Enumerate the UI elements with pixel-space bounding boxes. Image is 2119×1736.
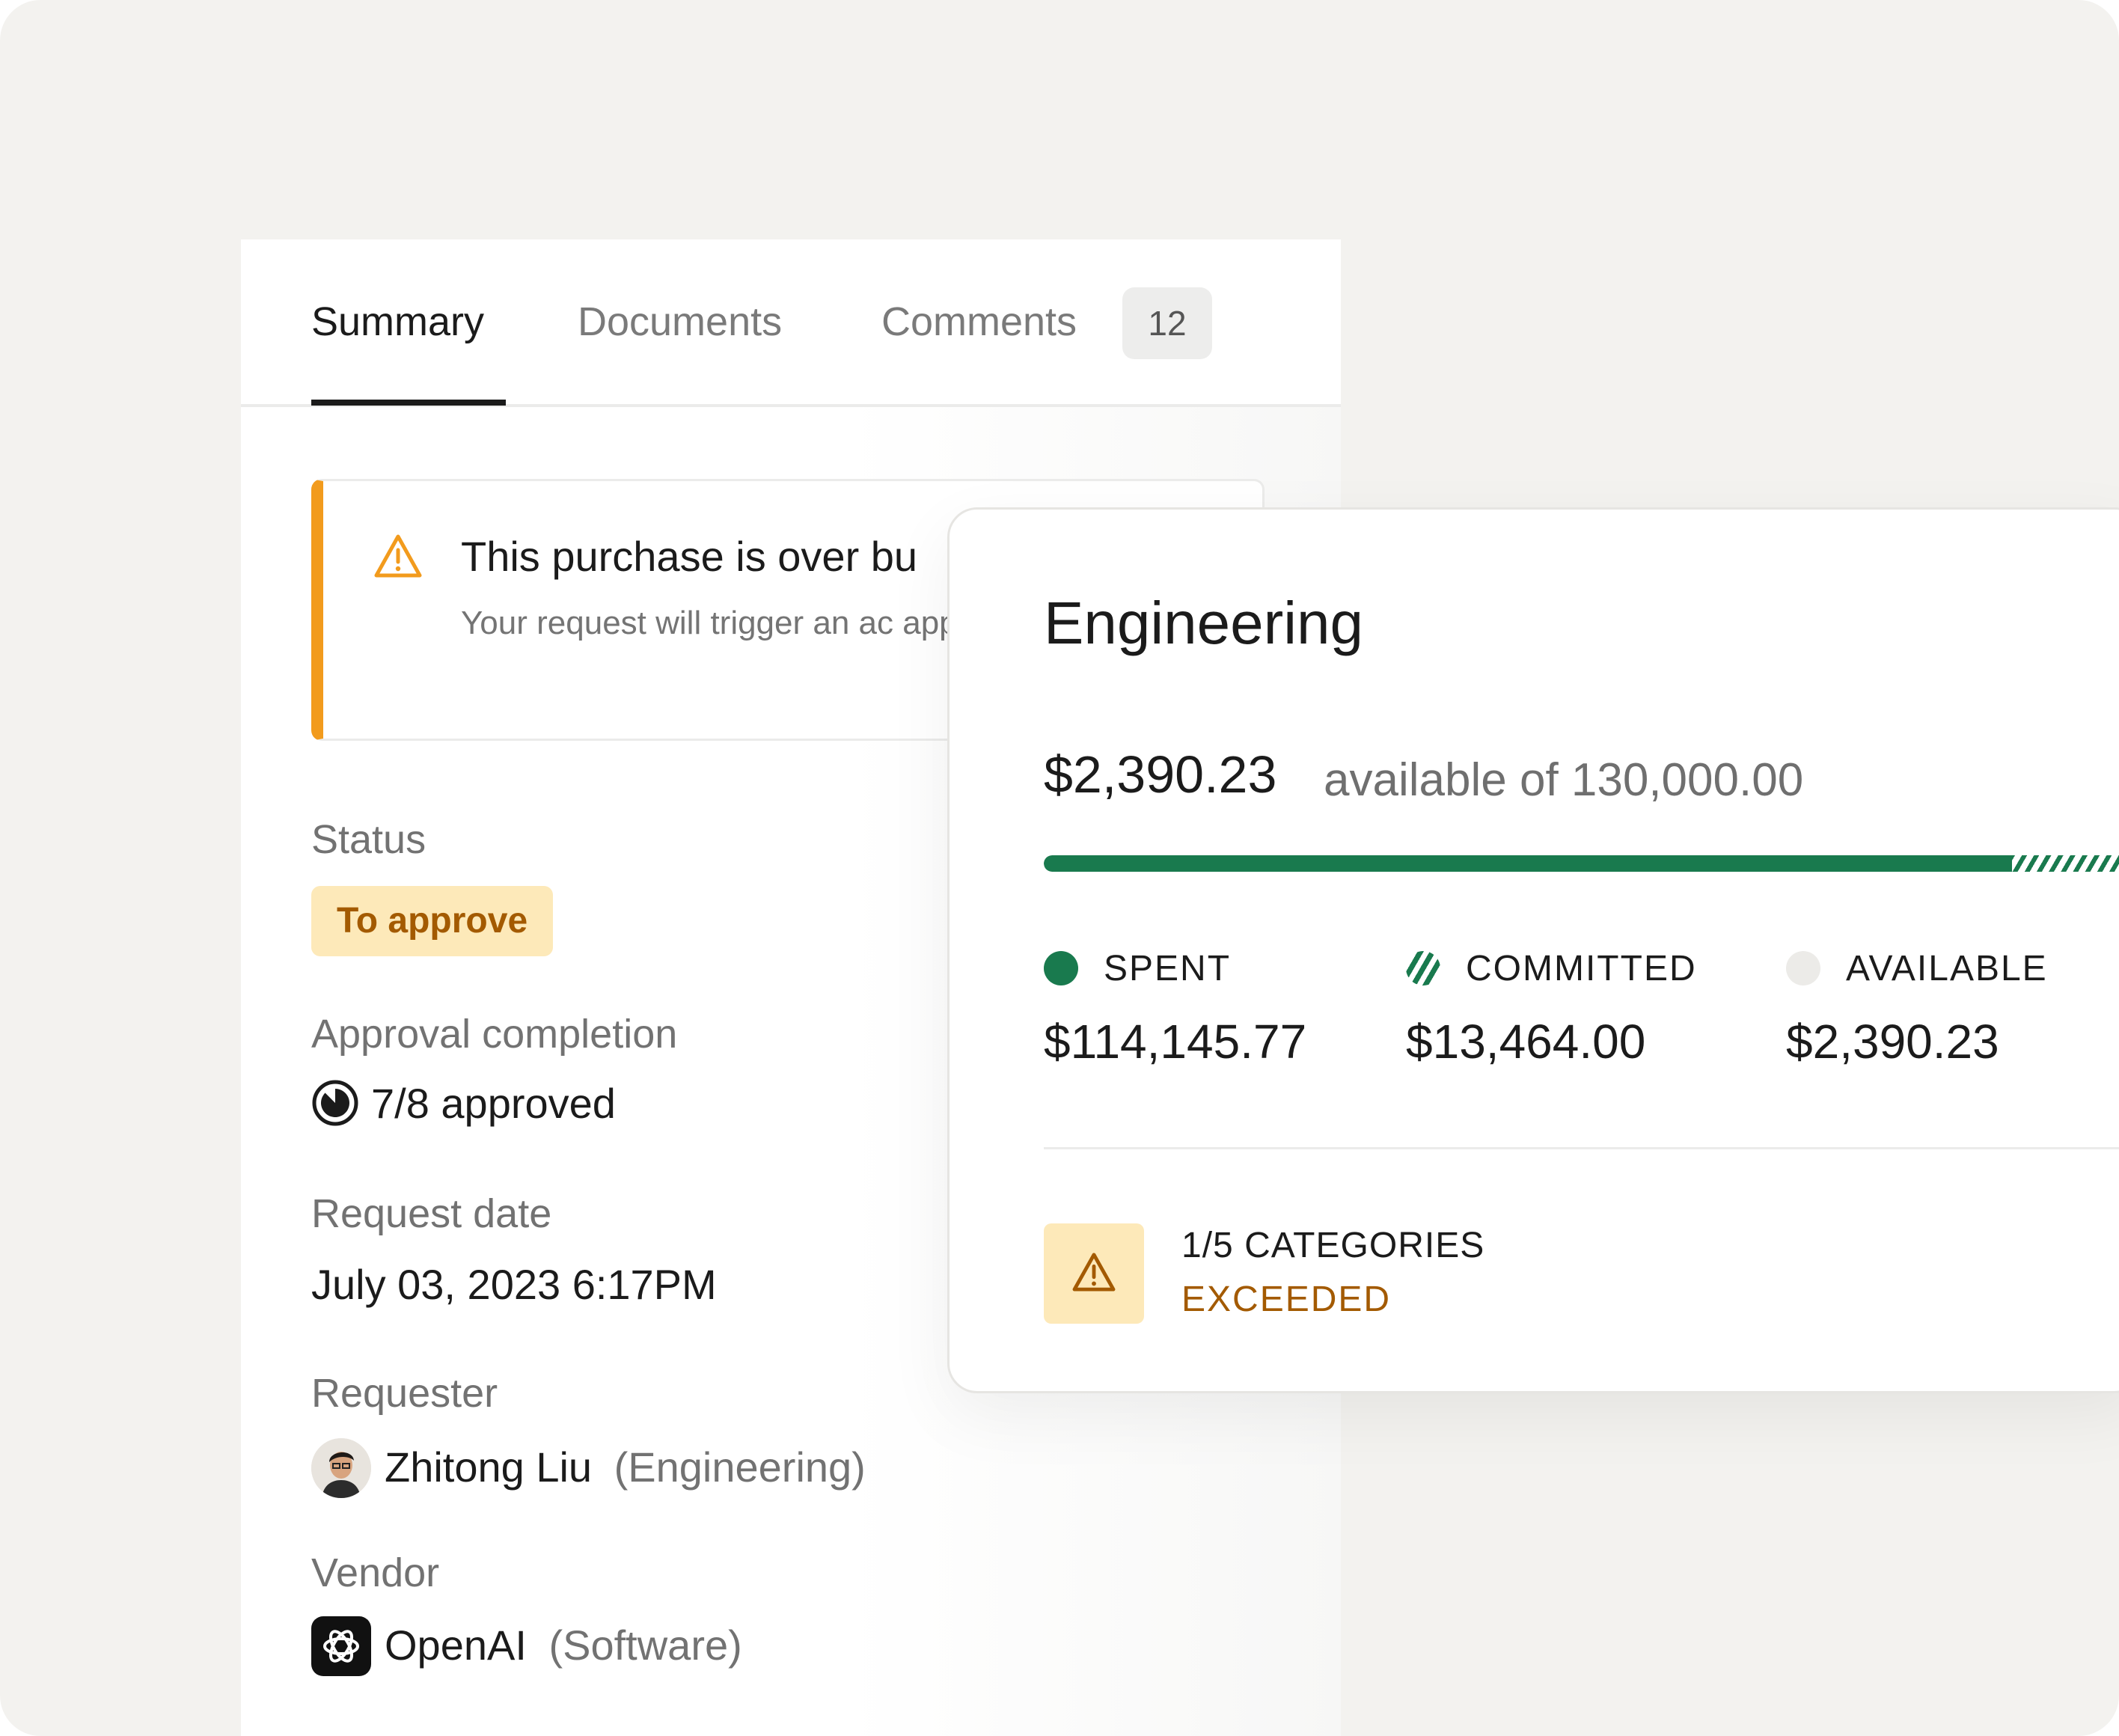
legend-committed-label: COMMITTED <box>1466 949 1697 988</box>
alert-title: This purchase is over bu <box>461 533 918 580</box>
request-date-value: July 03, 2023 6:17PM <box>311 1261 717 1308</box>
approval-progress-icon <box>312 1080 358 1126</box>
requester-name: Zhitong Liu (Engineering) <box>385 1443 866 1492</box>
budget-bar-spent <box>1044 855 2012 872</box>
budget-progress-bar <box>1044 855 2119 872</box>
vendor-category: (Software) <box>548 1622 742 1669</box>
request-date-label: Request date <box>311 1191 552 1236</box>
committed-striped-icon <box>1406 951 1440 985</box>
requester-avatar[interactable] <box>311 1438 371 1498</box>
legend-available-label: AVAILABLE <box>1846 949 2048 988</box>
budget-available-amount: $2,390.23 <box>1044 745 1277 804</box>
openai-logo-icon <box>311 1616 371 1676</box>
budget-title: Engineering <box>1044 590 1363 656</box>
legend-committed-value: $13,464.00 <box>1406 1015 1646 1069</box>
legend-available-value: $2,390.23 <box>1786 1015 1999 1069</box>
status-label: Status <box>311 817 426 862</box>
legend-spent-label: SPENT <box>1104 949 1232 988</box>
card-divider <box>1044 1147 2119 1149</box>
approval-completion-label: Approval completion <box>311 1012 678 1057</box>
requester-department: (Engineering) <box>614 1443 866 1491</box>
tab-bar: Summary Documents Comments 12 <box>241 239 1341 407</box>
tab-comments[interactable]: Comments <box>881 299 1077 344</box>
status-badge: To approve <box>311 886 554 956</box>
person-avatar-icon <box>311 1438 371 1498</box>
vendor-label: Vendor <box>311 1550 440 1595</box>
vendor-name-text: OpenAI <box>385 1622 527 1669</box>
legend-spent-value: $114,145.77 <box>1044 1015 1307 1069</box>
approval-completion-value: 7/8 approved <box>371 1080 616 1127</box>
vendor-name: OpenAI (Software) <box>385 1621 742 1670</box>
active-tab-indicator <box>311 400 506 406</box>
tab-summary[interactable]: Summary <box>311 299 485 344</box>
categories-warning-tile <box>1044 1223 1144 1324</box>
budget-card: Engineering $2,390.23 available of 130,0… <box>947 507 2119 1393</box>
requester-name-text: Zhitong Liu <box>385 1443 593 1491</box>
requester-label: Requester <box>311 1371 498 1416</box>
warning-triangle-icon <box>1072 1253 1116 1292</box>
categories-status: EXCEEDED <box>1181 1280 1392 1319</box>
available-dot-icon <box>1786 951 1820 985</box>
tab-documents[interactable]: Documents <box>578 299 783 344</box>
spent-dot-icon <box>1044 951 1078 985</box>
budget-available-text: available of 130,000.00 <box>1324 754 1804 806</box>
warning-triangle-icon <box>374 534 422 578</box>
comments-count-badge[interactable]: 12 <box>1122 287 1212 359</box>
budget-bar-committed <box>2012 855 2119 872</box>
categories-count: 1/5 CATEGORIES <box>1181 1226 1485 1265</box>
